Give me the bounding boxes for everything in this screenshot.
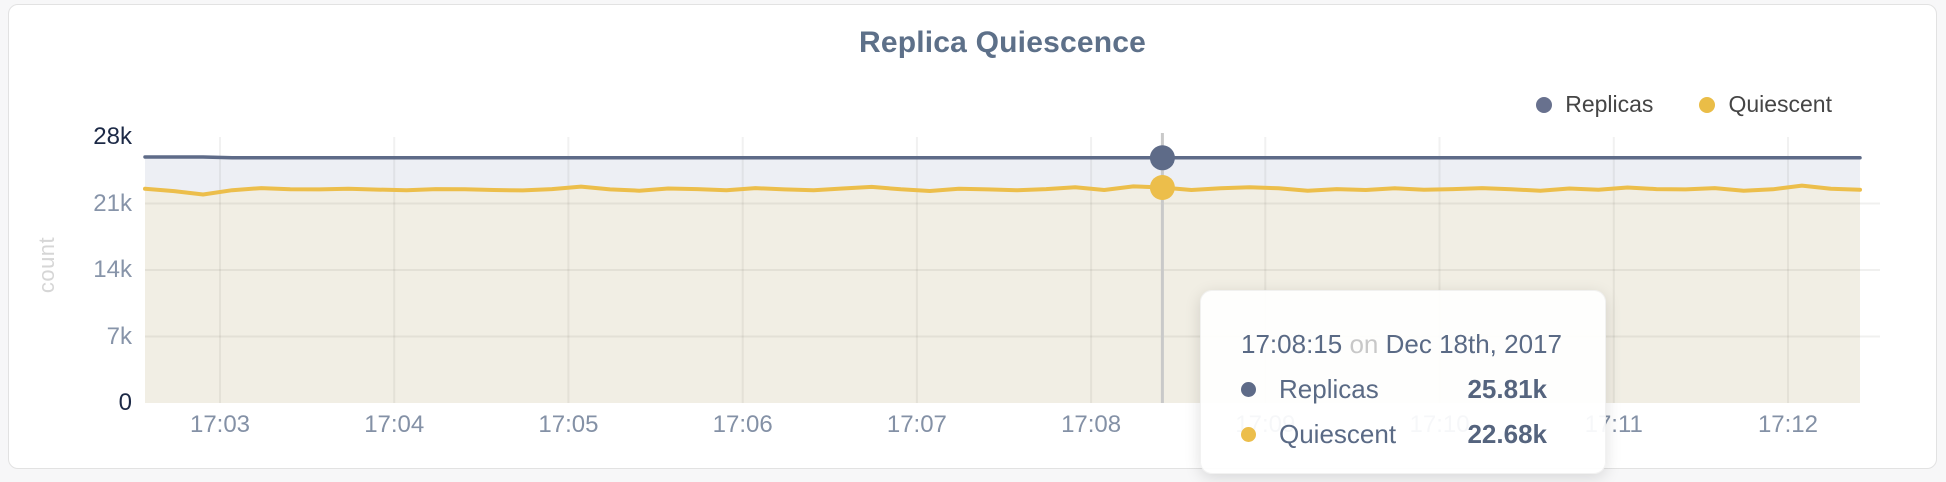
tooltip-series-value: 25.81k <box>1467 374 1547 404</box>
y-tick-label: 0 <box>118 389 132 416</box>
replicas-series-line <box>143 155 1862 160</box>
x-tick-label: 17:03 <box>189 411 251 438</box>
x-tick-label: 17:12 <box>1757 411 1818 438</box>
tooltip-date: Dec 18th, 2017 <box>1385 329 1562 359</box>
chart-title: Replica Quiescence <box>858 26 1147 59</box>
x-tick-label: 17:05 <box>538 411 599 438</box>
tooltip-connector: on <box>1349 329 1379 359</box>
quiescent-series-line <box>143 183 1862 197</box>
chart-legend: Replicas Quiescent <box>1536 91 1832 118</box>
tooltip-timestamp: 17:08:15 on Dec 18th, 2017 <box>1241 329 1562 360</box>
y-tick-label: 14k <box>93 256 132 283</box>
tooltip-row-quiescent: Quiescent 22.68k <box>1241 419 1547 450</box>
tooltip-row-replicas: Replicas 25.81k <box>1241 374 1547 405</box>
tooltip-series-name: Quiescent <box>1279 419 1397 449</box>
tooltip-series-name: Replicas <box>1279 374 1379 404</box>
legend-label-quiescent: Quiescent <box>1728 91 1832 117</box>
quiescent-hover-dot-icon <box>1149 175 1175 200</box>
x-tick-label: 17:06 <box>712 411 773 438</box>
legend-item-replicas[interactable]: Replicas <box>1536 91 1653 118</box>
replicas-dot-icon <box>1241 382 1256 397</box>
y-tick-label: 21k <box>93 189 132 217</box>
replicas-legend-dot-icon <box>1536 96 1553 113</box>
legend-label-replicas: Replicas <box>1565 91 1654 117</box>
legend-item-quiescent[interactable]: Quiescent <box>1699 91 1832 118</box>
x-tick-label: 17:07 <box>886 411 947 438</box>
x-tick-label: 17:08 <box>1061 411 1122 438</box>
x-tick-label: 17:04 <box>364 411 425 438</box>
y-tick-label: 7k <box>106 322 132 350</box>
hover-tooltip: 17:08:15 on Dec 18th, 2017 Replicas 25.8… <box>1200 290 1606 474</box>
tooltip-time: 17:08:15 <box>1241 329 1343 359</box>
quiescent-dot-icon <box>1241 427 1256 442</box>
tooltip-series-value: 22.68k <box>1467 419 1547 449</box>
quiescent-legend-dot-icon <box>1699 96 1716 113</box>
y-tick-label: 28k <box>93 123 132 150</box>
replicas-hover-dot-icon <box>1149 145 1175 171</box>
